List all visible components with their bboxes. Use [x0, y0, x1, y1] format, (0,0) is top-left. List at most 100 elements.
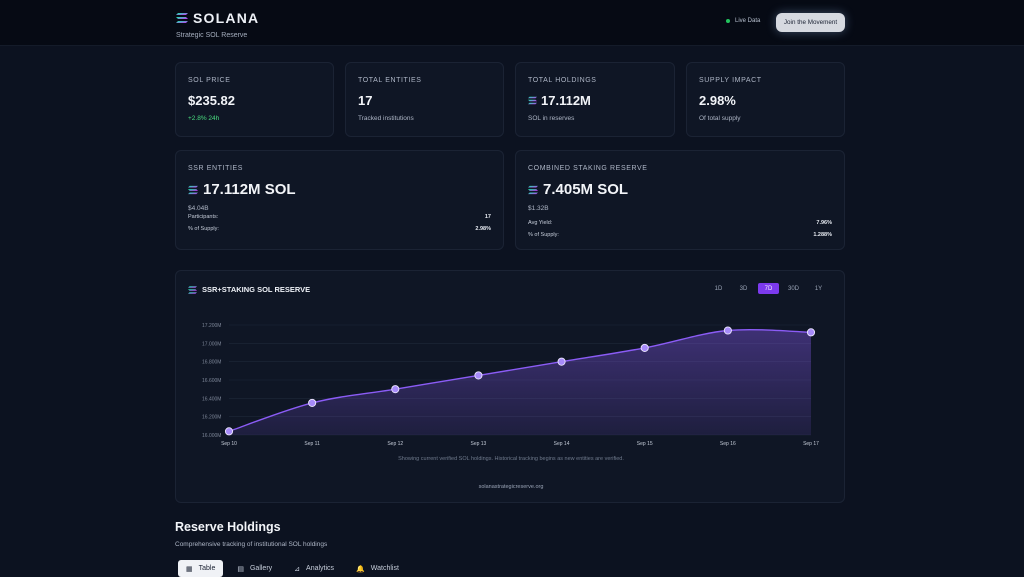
tab-watchlist[interactable]: 🔔 Watchlist: [348, 560, 407, 577]
grid-icon: ▤: [237, 565, 244, 573]
stat-label: TOTAL ENTITIES: [358, 77, 422, 84]
kv-key: % of Supply:: [528, 232, 559, 238]
live-indicator: Live Data: [726, 18, 760, 24]
chart-note: Showing current verified SOL holdings. H…: [398, 456, 624, 462]
stat-label: SUPPLY IMPACT: [699, 77, 762, 84]
chart-title-row: SSR+STAKING SOL RESERVE: [188, 285, 310, 294]
staking-reserve-card: COMBINED STAKING RESERVE 7.405M SOL $1.3…: [515, 150, 845, 250]
tab-analytics[interactable]: ⊿ Analytics: [286, 560, 342, 577]
y-tick-label: 16.400M: [202, 396, 221, 402]
calendar-icon: ▦: [186, 565, 193, 573]
chart-icon: ⊿: [294, 565, 301, 573]
data-point[interactable]: [640, 343, 649, 352]
data-point[interactable]: [308, 398, 317, 407]
live-dot-icon: [726, 19, 730, 23]
ssr-value: 17.112M SOL: [203, 181, 296, 198]
x-tick-label: Sep 10: [221, 441, 237, 447]
staking-value: 7.405M SOL: [543, 181, 629, 198]
solana-logo-icon: [528, 96, 537, 105]
x-tick-label: Sep 11: [304, 441, 320, 447]
ssr-value-row: 17.112M SOL: [188, 181, 296, 198]
x-tick-label: Sep 13: [470, 441, 486, 447]
stat-label: SOL PRICE: [188, 77, 231, 84]
staking-label: COMBINED STAKING RESERVE: [528, 165, 648, 172]
tab-label: Analytics: [306, 565, 335, 572]
solana-logo-icon: [176, 13, 188, 23]
solana-logo-icon: [188, 285, 197, 294]
tab-label: Table: [198, 565, 216, 572]
staking-row-yield: Avg Yield: 7.96%: [528, 220, 832, 226]
y-tick-label: 16.200M: [202, 415, 221, 421]
chart-title: SSR+STAKING SOL RESERVE: [202, 285, 311, 294]
y-tick-label: 17.000M: [202, 341, 221, 347]
solana-logo-icon: [188, 185, 198, 194]
join-movement-button[interactable]: Join the Movement: [776, 13, 845, 32]
stat-card-total-holdings: TOTAL HOLDINGS 17.112M SOL in reserves: [515, 62, 675, 137]
series-area: [229, 329, 811, 435]
data-point[interactable]: [557, 357, 566, 366]
data-point[interactable]: [391, 385, 400, 394]
data-point[interactable]: [723, 326, 732, 335]
range-button-1d[interactable]: 1D: [708, 283, 729, 294]
holdings-subtitle: Comprehensive tracking of institutional …: [175, 541, 328, 548]
range-selector: 1D 3D 7D 30D 1Y: [708, 283, 829, 294]
data-point[interactable]: [224, 427, 234, 436]
x-tick-label: Sep 17: [803, 441, 819, 447]
stat-change: +2.8% 24h: [188, 115, 220, 122]
stat-value: 2.98%: [699, 93, 736, 108]
stat-card-sol-price: SOL PRICE $235.82 +2.8% 24h: [175, 62, 334, 137]
x-tick-label: Sep 14: [554, 441, 570, 447]
range-button-3d[interactable]: 3D: [733, 283, 754, 294]
chart-email: solanastrategicreserve.org: [478, 484, 544, 490]
kv-key: Participants:: [188, 214, 219, 220]
brand[interactable]: SOLANA Strategic SOL Reserve: [176, 10, 259, 39]
y-tick-label: 16.800M: [202, 360, 221, 366]
x-tick-label: Sep 16: [720, 441, 736, 447]
stat-card-total-entities: TOTAL ENTITIES 17 Tracked institutions: [345, 62, 504, 137]
brand-name: SOLANA: [193, 10, 260, 26]
live-label: Live Data: [735, 18, 761, 24]
holdings-tabs: ▦ Table ▤ Gallery ⊿ Analytics 🔔 Watchlis…: [178, 560, 407, 577]
data-point[interactable]: [474, 371, 483, 380]
x-tick-label: Sep 12: [387, 441, 403, 447]
stat-label: TOTAL HOLDINGS: [528, 77, 597, 84]
stat-sub: Of total supply: [699, 115, 741, 122]
kv-value: 2.98%: [475, 226, 491, 232]
reserve-area-chart: 16.000M 16.200M 16.400M 16.600M 16.800M 17.00…: [202, 323, 819, 447]
kv-key: % of Supply:: [188, 226, 219, 232]
stat-value: 17.112M: [541, 93, 591, 108]
kv-value: 7.96%: [816, 220, 832, 226]
kv-value: 17: [484, 214, 491, 220]
solana-logo-icon: [528, 185, 538, 194]
stat-value-row: 17.112M: [528, 93, 591, 108]
ssr-row-supply: % of Supply: 2.98%: [188, 226, 491, 232]
range-button-30d[interactable]: 30D: [783, 283, 804, 294]
tab-label: Watchlist: [370, 565, 399, 572]
stat-value: 17: [358, 93, 373, 108]
staking-value-row: 7.405M SOL: [528, 181, 628, 198]
y-tick-label: 16.000M: [202, 433, 221, 439]
tab-gallery[interactable]: ▤ Gallery: [229, 560, 280, 577]
brand-subtitle: Strategic SOL Reserve: [176, 32, 248, 39]
top-header: SOLANA Strategic SOL Reserve Live Data J…: [0, 0, 1024, 46]
ssr-row-participants: Participants: 17: [188, 214, 491, 220]
stat-sub: SOL in reserves: [528, 115, 575, 122]
y-tick-label: 16.600M: [202, 378, 221, 384]
staking-usd: $1.32B: [528, 205, 549, 212]
y-tick-label: 17.200M: [202, 323, 221, 329]
x-tick-label: Sep 15: [637, 441, 653, 447]
reserve-chart-card: SSR+STAKING SOL RESERVE 1D 3D 7D 30D 1Y …: [175, 270, 845, 503]
holdings-title: Reserve Holdings: [175, 520, 281, 534]
kv-key: Avg Yield:: [528, 220, 553, 226]
bell-icon: 🔔: [356, 565, 365, 573]
tab-table[interactable]: ▦ Table: [178, 560, 224, 577]
range-button-7d[interactable]: 7D: [758, 283, 779, 294]
ssr-entities-card: SSR ENTITIES 17.112M SOL $4.04B Particip…: [175, 150, 504, 250]
range-button-1y[interactable]: 1Y: [808, 283, 829, 294]
stat-card-supply-impact: SUPPLY IMPACT 2.98% Of total supply: [686, 62, 845, 137]
data-point[interactable]: [806, 328, 816, 337]
stat-value: $235.82: [188, 93, 235, 108]
kv-value: 1.288%: [813, 232, 832, 238]
ssr-usd: $4.04B: [188, 205, 209, 212]
stat-sub: Tracked institutions: [358, 115, 414, 122]
